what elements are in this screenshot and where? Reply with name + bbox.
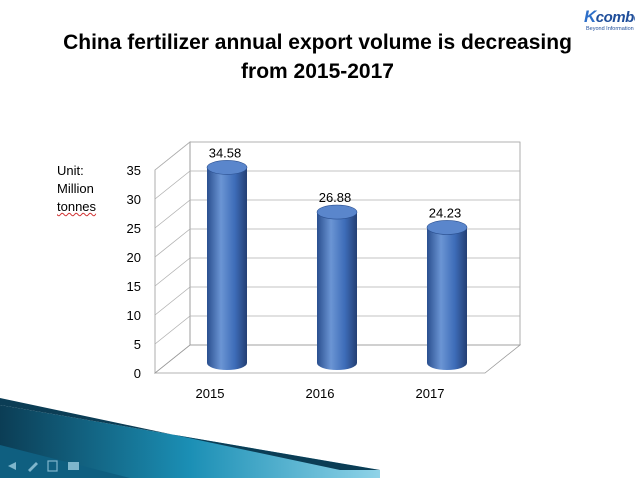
bar-top — [206, 160, 248, 175]
gridline — [154, 170, 520, 200]
footer-band — [0, 398, 380, 478]
data-label: 24.23 — [429, 205, 462, 220]
logo-tagline: Beyond Information — [586, 26, 634, 32]
logo-brand: Kcomber — [584, 7, 635, 27]
chart-labels: 34.58 2015 26.88 2016 24.23 2017 — [196, 145, 462, 401]
footer-wave-teal — [0, 405, 380, 478]
document-icon — [47, 460, 58, 472]
gridline — [154, 199, 520, 229]
unit-label: Unit: Million tonnes — [57, 162, 96, 216]
x-tick-label: 2015 — [196, 386, 225, 401]
y-tick-label: 0 — [134, 366, 141, 381]
bar-body — [317, 212, 357, 370]
bar-2017 — [426, 220, 468, 370]
footer-wave-deep — [0, 445, 130, 478]
y-tick-label: 5 — [134, 337, 141, 352]
gridline — [154, 286, 520, 316]
unit-label-line-2: Million — [57, 181, 94, 196]
x-tick-label: 2016 — [306, 386, 335, 401]
y-tick-label: 10 — [127, 308, 141, 323]
gridline — [154, 228, 520, 258]
y-tick-label: 20 — [127, 250, 141, 265]
unit-label-line-3: tonnes — [57, 199, 97, 214]
bar-top — [316, 204, 358, 220]
y-tick-label: 15 — [127, 279, 141, 294]
chart-bars — [206, 160, 468, 370]
logo-brand-rest: comber — [595, 9, 635, 26]
chart-frame — [153, 141, 522, 374]
y-axis-ticks: 0 5 10 15 20 25 30 35 — [127, 163, 141, 381]
bar-body — [427, 227, 467, 370]
slide-title-line-2: from 2015-2017 — [241, 60, 394, 83]
y-tick-label: 25 — [127, 221, 141, 236]
x-tick-label: 2017 — [416, 386, 445, 401]
data-label: 26.88 — [319, 190, 352, 205]
gridline — [154, 257, 520, 287]
gridline — [154, 141, 520, 171]
bar-body — [207, 167, 247, 370]
slide-title: China fertilizer annual export volume is… — [20, 28, 615, 86]
arrow-left-icon — [8, 462, 16, 470]
bar-top — [426, 220, 468, 235]
unit-label-line-1: Unit: — [57, 163, 84, 178]
slide-title-line-1: China fertilizer annual export volume is… — [63, 31, 572, 54]
pen-icon — [28, 462, 38, 472]
chart-floor — [153, 344, 522, 374]
logo-brand-k: K — [584, 7, 596, 26]
gridline — [154, 315, 520, 345]
y-tick-label: 35 — [127, 163, 141, 178]
kcomber-logo: Kcomber Beyond Information — [578, 4, 635, 40]
bar-2016 — [316, 204, 358, 370]
bar-2015 — [206, 160, 248, 370]
data-label: 34.58 — [209, 145, 242, 160]
chart-side-wall — [154, 141, 191, 374]
screen-icon — [68, 462, 79, 470]
y-tick-label: 30 — [127, 192, 141, 207]
